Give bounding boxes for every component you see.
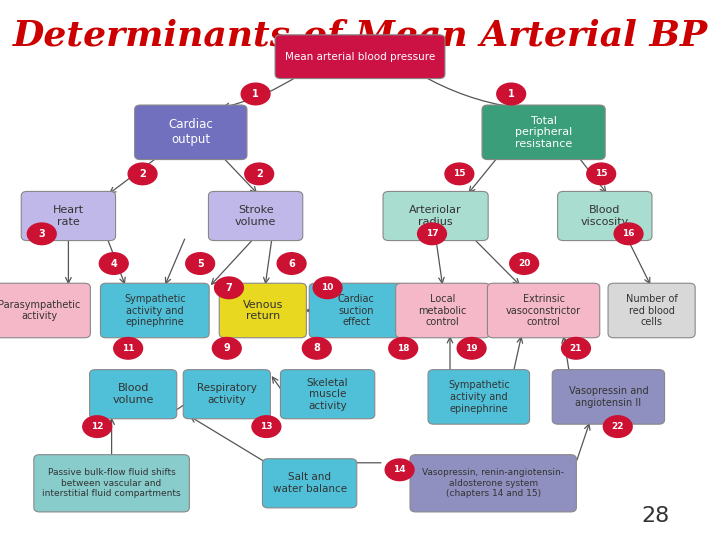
Text: Sympathetic
activity and
epinephrine: Sympathetic activity and epinephrine: [124, 294, 186, 327]
Text: Venous
return: Venous return: [243, 300, 283, 321]
Text: 11: 11: [122, 344, 135, 353]
FancyBboxPatch shape: [183, 369, 271, 419]
Text: Cardiac
suction
effect: Cardiac suction effect: [338, 294, 375, 327]
FancyBboxPatch shape: [396, 283, 490, 338]
Circle shape: [241, 83, 270, 105]
Circle shape: [603, 416, 632, 437]
FancyBboxPatch shape: [100, 283, 209, 338]
Circle shape: [497, 83, 526, 105]
Circle shape: [83, 416, 112, 437]
Circle shape: [418, 223, 446, 245]
Circle shape: [128, 163, 157, 185]
Circle shape: [212, 338, 241, 359]
Text: 22: 22: [611, 422, 624, 431]
Text: 13: 13: [260, 422, 273, 431]
FancyBboxPatch shape: [383, 192, 488, 241]
Text: Arteriolar
radius: Arteriolar radius: [409, 205, 462, 227]
Text: 6: 6: [288, 259, 295, 268]
Text: 1: 1: [252, 89, 259, 99]
Text: 14: 14: [393, 465, 406, 474]
Text: Blood
volume: Blood volume: [112, 383, 154, 405]
Circle shape: [186, 253, 215, 274]
Text: Vasopressin and
angiotensin II: Vasopressin and angiotensin II: [569, 386, 648, 408]
FancyBboxPatch shape: [310, 283, 403, 338]
Text: Blood
viscosity: Blood viscosity: [580, 205, 629, 227]
FancyBboxPatch shape: [209, 192, 302, 241]
Text: 1: 1: [508, 89, 515, 99]
Text: 4: 4: [110, 259, 117, 268]
Text: Cardiac
output: Cardiac output: [168, 118, 213, 146]
Text: 16: 16: [622, 230, 635, 238]
FancyBboxPatch shape: [281, 369, 374, 419]
Circle shape: [445, 163, 474, 185]
Text: 28: 28: [641, 507, 670, 526]
FancyBboxPatch shape: [22, 192, 115, 241]
FancyBboxPatch shape: [0, 283, 91, 338]
Text: 3: 3: [38, 229, 45, 239]
Text: 2: 2: [139, 169, 146, 179]
Text: Heart
rate: Heart rate: [53, 205, 84, 227]
FancyBboxPatch shape: [428, 369, 530, 424]
Circle shape: [587, 163, 616, 185]
Text: 7: 7: [225, 283, 233, 293]
Text: 5: 5: [197, 259, 204, 268]
FancyBboxPatch shape: [275, 35, 445, 78]
Circle shape: [457, 338, 486, 359]
Text: Passive bulk-flow fluid shifts
between vascular and
interstitial fluid compartme: Passive bulk-flow fluid shifts between v…: [42, 468, 181, 498]
Text: 10: 10: [321, 284, 334, 292]
FancyBboxPatch shape: [34, 455, 189, 512]
Text: Sympathetic
activity and
epinephrine: Sympathetic activity and epinephrine: [448, 380, 510, 414]
Text: Vasopressin, renin-angiotensin-
aldosterone system
(chapters 14 and 15): Vasopressin, renin-angiotensin- aldoster…: [422, 468, 564, 498]
Circle shape: [277, 253, 306, 274]
Circle shape: [389, 338, 418, 359]
Text: Salt and
water balance: Salt and water balance: [273, 472, 346, 494]
FancyBboxPatch shape: [220, 283, 307, 338]
Text: 20: 20: [518, 259, 531, 268]
Text: 8: 8: [313, 343, 320, 353]
FancyBboxPatch shape: [557, 192, 652, 241]
FancyBboxPatch shape: [487, 283, 600, 338]
Text: 12: 12: [91, 422, 104, 431]
Circle shape: [510, 253, 539, 274]
Circle shape: [385, 459, 414, 481]
FancyBboxPatch shape: [482, 105, 605, 160]
Text: 18: 18: [397, 344, 410, 353]
FancyBboxPatch shape: [89, 369, 177, 419]
FancyBboxPatch shape: [608, 283, 696, 338]
Text: 15: 15: [453, 170, 466, 178]
Text: 15: 15: [595, 170, 608, 178]
Text: 17: 17: [426, 230, 438, 238]
Circle shape: [99, 253, 128, 274]
Circle shape: [114, 338, 143, 359]
Text: Stroke
volume: Stroke volume: [235, 205, 276, 227]
Text: Mean arterial blood pressure: Mean arterial blood pressure: [285, 52, 435, 62]
Circle shape: [614, 223, 643, 245]
Text: Determinants of Mean Arterial BP: Determinants of Mean Arterial BP: [12, 19, 708, 53]
Text: Local
metabolic
control: Local metabolic control: [418, 294, 467, 327]
Circle shape: [302, 338, 331, 359]
Text: Total
peripheral
resistance: Total peripheral resistance: [515, 116, 572, 149]
Text: 19: 19: [465, 344, 478, 353]
Text: Respiratory
activity: Respiratory activity: [197, 383, 257, 405]
Text: Skeletal
muscle
activity: Skeletal muscle activity: [307, 377, 348, 411]
Circle shape: [215, 277, 243, 299]
Text: Parasympathetic
activity: Parasympathetic activity: [0, 300, 81, 321]
Text: 9: 9: [223, 343, 230, 353]
Circle shape: [245, 163, 274, 185]
Text: 21: 21: [570, 344, 582, 353]
Text: 2: 2: [256, 169, 263, 179]
Text: Extrinsic
vasoconstrictor
control: Extrinsic vasoconstrictor control: [506, 294, 581, 327]
Circle shape: [252, 416, 281, 437]
Text: Number of
red blood
cells: Number of red blood cells: [626, 294, 678, 327]
Circle shape: [313, 277, 342, 299]
FancyBboxPatch shape: [135, 105, 247, 160]
Circle shape: [27, 223, 56, 245]
FancyBboxPatch shape: [262, 459, 357, 508]
Circle shape: [562, 338, 590, 359]
FancyBboxPatch shape: [410, 455, 577, 512]
FancyBboxPatch shape: [552, 369, 665, 424]
